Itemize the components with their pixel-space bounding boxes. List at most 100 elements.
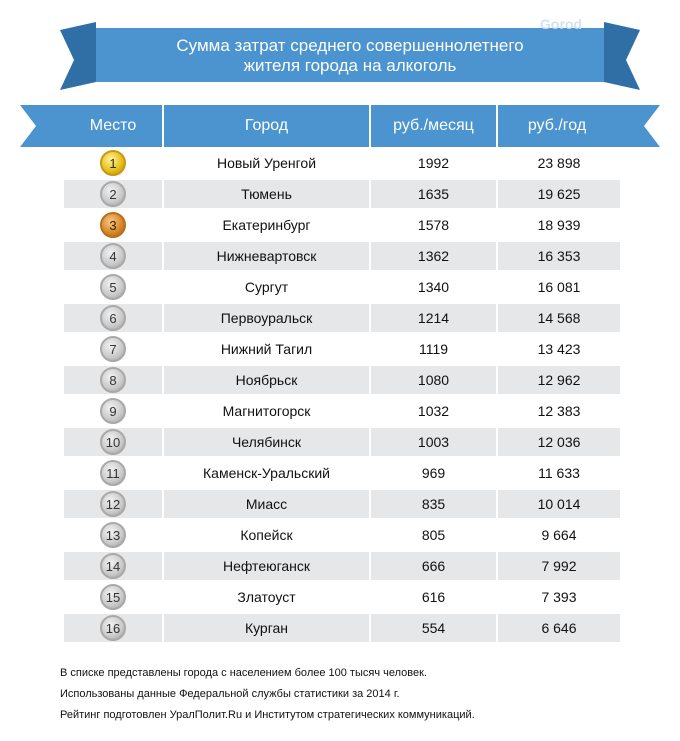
medal-icon: 13 — [100, 522, 126, 548]
city-cell: Нижний Тагил — [164, 335, 369, 363]
rank-cell: 5 — [64, 273, 162, 301]
medal-icon: 7 — [100, 336, 126, 362]
year-cell: 23 898 — [498, 149, 620, 177]
medal-icon: 8 — [100, 367, 126, 393]
city-cell: Копейск — [164, 521, 369, 549]
month-cell: 1214 — [371, 304, 496, 332]
header-month: руб./месяц — [393, 117, 474, 134]
rank-cell: 6 — [64, 304, 162, 332]
year-cell: 18 939 — [498, 211, 620, 239]
table-row: 13 Копейск 805 9 664 — [64, 521, 620, 549]
city-cell: Магнитогорск — [164, 397, 369, 425]
footnotes: В списке представлены города с население… — [60, 663, 660, 726]
year-cell: 10 014 — [498, 490, 620, 518]
footnote-3: Рейтинг подготовлен УралПолит.Ru и Инсти… — [60, 709, 475, 721]
table-row: 6 Первоуральск 1214 14 568 — [64, 304, 620, 332]
rank-cell: 14 — [64, 552, 162, 580]
table-row: 5 Сургут 1340 16 081 — [64, 273, 620, 301]
rank-cell: 8 — [64, 366, 162, 394]
medal-icon: 9 — [100, 398, 126, 424]
year-cell: 11 633 — [498, 459, 620, 487]
medal-icon: 6 — [100, 305, 126, 331]
medal-icon: 14 — [100, 553, 126, 579]
table-row: 10 Челябинск 1003 12 036 — [64, 428, 620, 456]
rank-cell: 15 — [64, 583, 162, 611]
header-year: руб./год — [527, 117, 587, 134]
table-row: 7 Нижний Тагил 1119 13 423 — [64, 335, 620, 363]
medal-icon: 3 — [100, 212, 126, 238]
table-row: 2 Тюмень 1635 19 625 — [64, 180, 620, 208]
month-cell: 1119 — [371, 335, 496, 363]
city-cell: Тюмень — [164, 180, 369, 208]
footnote-1: В списке представлены города с население… — [60, 667, 427, 679]
table-row: 12 Миасс 835 10 014 — [64, 490, 620, 518]
year-cell: 12 036 — [498, 428, 620, 456]
year-cell: 19 625 — [498, 180, 620, 208]
table-row: 8 Ноябрьск 1080 12 962 — [64, 366, 620, 394]
table-row: 3 Екатеринбург 1578 18 939 — [64, 211, 620, 239]
rank-cell: 7 — [64, 335, 162, 363]
table-row: 4 Нижневартовск 1362 16 353 — [64, 242, 620, 270]
header-ribbon-shape — [20, 105, 660, 147]
medal-icon: 1 — [100, 150, 126, 176]
medal-icon: 5 — [100, 274, 126, 300]
table-body: 1 Новый Уренгой 1992 23 898 2 Тюмень 16 3 5 19 62… — [64, 149, 620, 645]
month-cell: 835 — [371, 490, 496, 518]
title-banner: Сумма затрат среднего совершеннолетнего … — [60, 22, 640, 98]
city-cell: Первоуральск — [164, 304, 369, 332]
city-cell: Миасс — [164, 490, 369, 518]
month-cell: 554 — [371, 614, 496, 642]
year-cell: 6 646 — [498, 614, 620, 642]
rank-cell: 2 — [64, 180, 162, 208]
rank-cell: 11 — [64, 459, 162, 487]
medal-icon: 10 — [100, 429, 126, 455]
rank-cell: 3 — [64, 211, 162, 239]
rank-cell: 1 — [64, 149, 162, 177]
medal-icon: 12 — [100, 491, 126, 517]
month-cell: 666 — [371, 552, 496, 580]
year-cell: 13 423 — [498, 335, 620, 363]
year-cell: 7 992 — [498, 552, 620, 580]
table-row: 15 Златоуст 616 7 393 — [64, 583, 620, 611]
city-cell: Новый Уренгой — [164, 149, 369, 177]
month-cell: 1992 — [371, 149, 496, 177]
title-line-1: Сумма затрат среднего совершеннолетнего — [176, 36, 524, 55]
medal-icon: 4 — [100, 243, 126, 269]
medal-icon: 15 — [100, 584, 126, 610]
page-title: Сумма затрат среднего совершеннолетнего … — [60, 36, 640, 76]
year-cell: 9 664 — [498, 521, 620, 549]
city-cell: Нефтеюганск — [164, 552, 369, 580]
year-cell: 12 383 — [498, 397, 620, 425]
city-cell: Златоуст — [164, 583, 369, 611]
footnote-2: Использованы данные Федеральной службы с… — [60, 688, 400, 700]
year-cell: 7 393 — [498, 583, 620, 611]
month-cell: 1362 — [371, 242, 496, 270]
rank-cell: 12 — [64, 490, 162, 518]
header-rank: Место — [89, 117, 137, 134]
month-cell: 1340 — [371, 273, 496, 301]
city-cell: Сургут — [164, 273, 369, 301]
table-row: 16 Курган 554 6 646 — [64, 614, 620, 642]
title-line-2: жителя города на алкоголь — [243, 56, 457, 75]
medal-icon: 2 — [100, 181, 126, 207]
city-cell: Екатеринбург — [164, 211, 369, 239]
rank-cell: 16 — [64, 614, 162, 642]
month-cell: 616 — [371, 583, 496, 611]
title-ribbon-shape — [60, 22, 640, 90]
city-cell: Челябинск — [164, 428, 369, 456]
medal-icon: 16 — [100, 615, 126, 641]
table-row: 14 Нефтеюганск 666 7 992 — [64, 552, 620, 580]
month-cell: 1578 — [371, 211, 496, 239]
rank-cell: 4 — [64, 242, 162, 270]
watermark-logo: Gorod — [540, 16, 582, 32]
year-cell: 16 081 — [498, 273, 620, 301]
month-cell: 969 — [371, 459, 496, 487]
header-city: Город — [244, 117, 289, 134]
medal-icon: 11 — [100, 460, 126, 486]
city-cell: Курган — [164, 614, 369, 642]
month-cell: 1080 — [371, 366, 496, 394]
table-header: Место Город руб./месяц руб./год — [20, 105, 660, 147]
city-cell: Каменск-Уральский — [164, 459, 369, 487]
year-cell: 12 962 — [498, 366, 620, 394]
year-cell: 14 568 — [498, 304, 620, 332]
